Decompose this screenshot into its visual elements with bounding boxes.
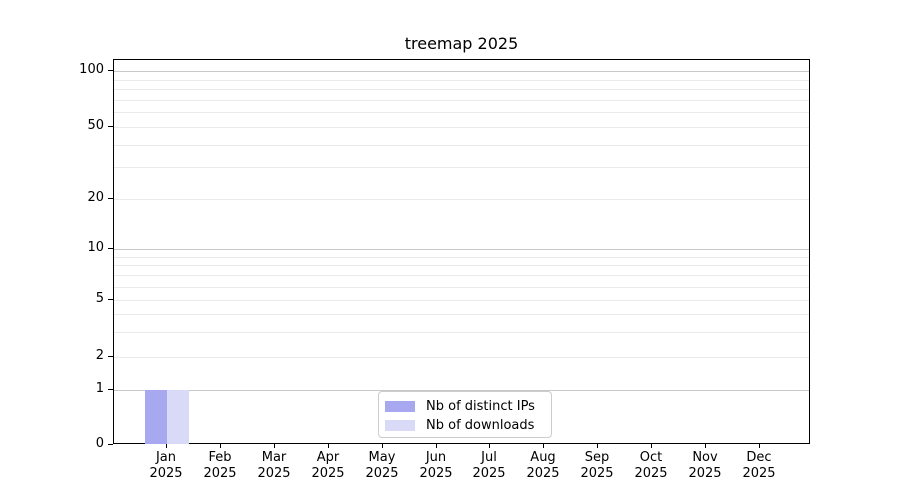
x-tick-year: 2025 <box>203 466 237 481</box>
x-tick-mark <box>382 444 383 448</box>
x-tick-year: 2025 <box>580 466 614 481</box>
legend-entry: Nb of distinct IPs <box>385 397 543 416</box>
x-tick-year: 2025 <box>472 466 506 481</box>
x-tick-mark <box>651 444 652 448</box>
x-tick-month: May <box>368 450 396 465</box>
y-tick-mark <box>108 70 113 71</box>
x-tick-month: Sep <box>584 450 610 465</box>
chart-title: treemap 2025 <box>404 34 519 53</box>
gridline-minor <box>114 145 809 146</box>
x-tick-mark <box>543 444 544 448</box>
x-tick-month: Jul <box>481 450 497 465</box>
x-tick-label: Sep 2025 <box>565 450 629 482</box>
x-tick-year: 2025 <box>257 466 291 481</box>
legend-entry: Nb of downloads <box>385 416 543 435</box>
x-tick-mark <box>759 444 760 448</box>
gridline-minor <box>114 265 809 266</box>
gridline-major <box>114 71 809 72</box>
x-tick-year: 2025 <box>742 466 776 481</box>
x-tick-year: 2025 <box>634 466 668 481</box>
x-tick-label: Aug 2025 <box>511 450 575 482</box>
x-tick-label: Apr 2025 <box>296 450 360 482</box>
x-tick-mark <box>166 444 167 448</box>
y-tick-mark <box>108 389 113 390</box>
x-tick-year: 2025 <box>149 466 183 481</box>
gridline-minor <box>114 80 809 81</box>
x-tick-label: May 2025 <box>350 450 414 482</box>
x-tick-mark <box>436 444 437 448</box>
bar-downloads <box>167 390 189 444</box>
y-tick-label: 10 <box>87 240 104 255</box>
x-tick-mark <box>597 444 598 448</box>
x-tick-year: 2025 <box>311 466 345 481</box>
legend-swatch-distinct-ips <box>385 401 415 412</box>
gridline-minor <box>114 167 809 168</box>
gridline-minor <box>114 332 809 333</box>
gridline-minor <box>114 89 809 90</box>
x-tick-label: Dec 2025 <box>727 450 791 482</box>
y-tick-mark <box>108 444 113 445</box>
x-tick-year: 2025 <box>365 466 399 481</box>
gridline-major <box>114 199 809 200</box>
legend-swatch-downloads <box>385 420 415 431</box>
x-tick-label: Nov 2025 <box>673 450 737 482</box>
x-tick-month: Dec <box>746 450 772 465</box>
y-tick-mark <box>108 126 113 127</box>
legend-label: Nb of downloads <box>426 418 535 433</box>
y-tick-mark <box>108 299 113 300</box>
x-tick-label: Jul 2025 <box>457 450 521 482</box>
x-tick-year: 2025 <box>419 466 453 481</box>
x-tick-mark <box>489 444 490 448</box>
gridline-major <box>114 357 809 358</box>
gridline-minor <box>114 275 809 276</box>
y-tick-label: 20 <box>87 190 104 205</box>
y-tick-mark <box>108 248 113 249</box>
gridline-minor <box>114 257 809 258</box>
x-tick-mark <box>328 444 329 448</box>
x-tick-month: Feb <box>208 450 232 465</box>
x-tick-mark <box>274 444 275 448</box>
x-tick-year: 2025 <box>688 466 722 481</box>
x-tick-mark <box>705 444 706 448</box>
x-tick-year: 2025 <box>526 466 560 481</box>
x-tick-mark <box>220 444 221 448</box>
x-tick-month: Jan <box>155 450 177 465</box>
x-tick-month: Apr <box>316 450 340 465</box>
x-tick-month: Aug <box>530 450 556 465</box>
x-tick-label: Jun 2025 <box>404 450 468 482</box>
y-tick-mark <box>108 198 113 199</box>
x-tick-month: Jun <box>425 450 447 465</box>
y-tick-label: 2 <box>95 348 104 363</box>
gridline-major <box>114 390 809 391</box>
x-tick-month: Oct <box>639 450 663 465</box>
gridline-minor <box>114 287 809 288</box>
x-tick-label: Jan 2025 <box>134 450 198 482</box>
y-tick-label: 50 <box>87 118 104 133</box>
legend-label: Nb of distinct IPs <box>426 399 535 414</box>
x-tick-month: Mar <box>261 450 287 465</box>
x-tick-label: Mar 2025 <box>242 450 306 482</box>
gridline-major <box>114 127 809 128</box>
plot-area <box>113 59 810 444</box>
y-tick-label: 0 <box>95 436 104 451</box>
x-tick-label: Oct 2025 <box>619 450 683 482</box>
gridline-major <box>114 249 809 250</box>
bar-distinct-ips <box>145 390 167 444</box>
x-tick-month: Nov <box>692 450 718 465</box>
gridline-minor <box>114 112 809 113</box>
y-tick-label: 100 <box>79 62 104 77</box>
y-tick-mark <box>108 356 113 357</box>
x-tick-label: Feb 2025 <box>188 450 252 482</box>
gridline-minor <box>114 100 809 101</box>
y-tick-label: 1 <box>95 381 104 396</box>
legend: Nb of distinct IPs Nb of downloads <box>378 391 552 438</box>
y-tick-label: 5 <box>95 291 104 306</box>
gridline-major <box>114 300 809 301</box>
gridline-minor <box>114 314 809 315</box>
